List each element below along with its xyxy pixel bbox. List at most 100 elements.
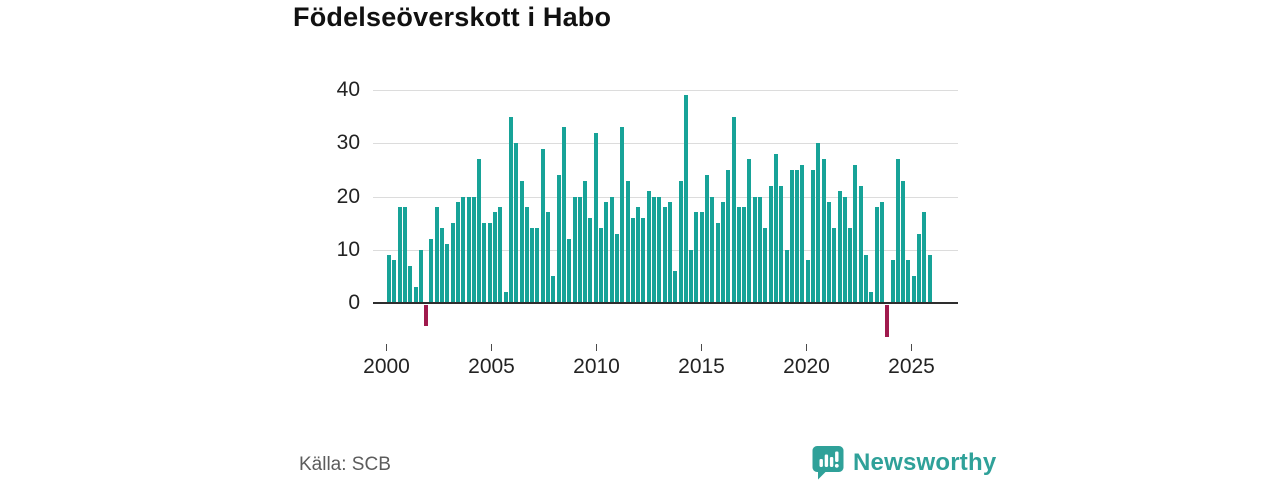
bar xyxy=(789,169,794,303)
bar xyxy=(546,212,551,303)
bar xyxy=(508,116,513,303)
newsworthy-bubble-chart-icon xyxy=(812,445,845,480)
bar xyxy=(636,207,641,303)
bar xyxy=(583,180,588,303)
x-tick-label: 2000 xyxy=(363,355,410,378)
bar xyxy=(858,185,863,303)
bar xyxy=(768,185,773,303)
bar xyxy=(614,233,619,303)
bar xyxy=(567,239,572,303)
bar xyxy=(625,180,630,303)
bar xyxy=(657,196,662,303)
bar xyxy=(604,201,609,303)
bar xyxy=(519,180,524,303)
bar xyxy=(461,196,466,303)
bar xyxy=(864,255,869,303)
bar xyxy=(811,169,816,303)
bar-negative xyxy=(885,305,890,337)
x-tick-label: 2010 xyxy=(573,355,620,378)
bar xyxy=(477,159,482,303)
gridline-20 xyxy=(373,196,958,198)
bar xyxy=(673,271,678,303)
bar xyxy=(715,223,720,303)
bar xyxy=(805,260,810,303)
bar xyxy=(397,207,402,303)
bar xyxy=(667,201,672,303)
bar xyxy=(869,292,874,303)
bar xyxy=(784,249,789,303)
bar xyxy=(450,223,455,303)
x-tick-label: 2020 xyxy=(783,355,830,378)
bar xyxy=(747,159,752,303)
bar xyxy=(779,185,784,303)
bar xyxy=(392,260,397,303)
y-tick-label: 10 xyxy=(336,237,360,261)
x-tick-label: 2015 xyxy=(678,355,725,378)
bar xyxy=(530,228,535,303)
bar xyxy=(795,169,800,303)
bar xyxy=(535,228,540,303)
source-caption: Källa: SCB xyxy=(299,454,391,475)
bar xyxy=(773,153,778,303)
bar xyxy=(906,260,911,303)
y-tick-label: 20 xyxy=(336,184,360,208)
bar xyxy=(731,116,736,303)
x-tick-label: 2025 xyxy=(888,355,935,378)
bar xyxy=(466,196,471,303)
bar xyxy=(842,196,847,303)
bar xyxy=(609,196,614,303)
bar xyxy=(710,196,715,303)
x-tick-mark xyxy=(910,344,913,351)
bar xyxy=(816,143,821,303)
x-tick-mark xyxy=(700,344,703,351)
bar xyxy=(524,207,529,303)
newsworthy-wordmark: Newsworthy xyxy=(853,448,997,476)
bar xyxy=(837,191,842,303)
gridline-40 xyxy=(373,90,958,91)
bar xyxy=(720,201,725,303)
bar xyxy=(593,132,598,303)
newsworthy-logo: Newsworthy xyxy=(812,445,996,480)
y-tick-label: 30 xyxy=(336,131,360,155)
x-tick-mark xyxy=(595,344,598,351)
bar xyxy=(874,207,879,303)
bar xyxy=(800,164,805,303)
bar xyxy=(572,196,577,303)
bar xyxy=(588,217,593,303)
bar xyxy=(726,169,731,303)
bar xyxy=(758,196,763,303)
bar xyxy=(630,217,635,303)
bar xyxy=(699,212,704,303)
bar xyxy=(408,265,413,303)
bar xyxy=(879,201,884,303)
bar xyxy=(848,228,853,303)
bar xyxy=(561,127,566,303)
bar xyxy=(551,276,556,303)
x-tick-mark xyxy=(385,344,388,351)
x-tick-mark xyxy=(490,344,493,351)
bar xyxy=(678,180,683,303)
bar xyxy=(540,148,545,303)
bar xyxy=(471,196,476,303)
gridline-30 xyxy=(373,143,958,145)
x-tick-label: 2005 xyxy=(468,355,515,378)
bar xyxy=(487,223,492,303)
bar xyxy=(434,207,439,303)
bar xyxy=(577,196,582,303)
bar xyxy=(498,207,503,303)
chart-title: Födelseöverskott i Habo xyxy=(293,2,612,32)
bar xyxy=(890,260,895,303)
bar xyxy=(641,217,646,303)
bar xyxy=(763,228,768,303)
bar xyxy=(514,143,519,303)
bar xyxy=(826,201,831,303)
bar xyxy=(853,164,858,303)
bar xyxy=(418,249,423,303)
plot-area xyxy=(373,90,958,352)
bar xyxy=(832,228,837,303)
bar xyxy=(652,196,657,303)
bar xyxy=(646,191,651,303)
bar xyxy=(493,212,498,303)
bar xyxy=(705,175,710,303)
